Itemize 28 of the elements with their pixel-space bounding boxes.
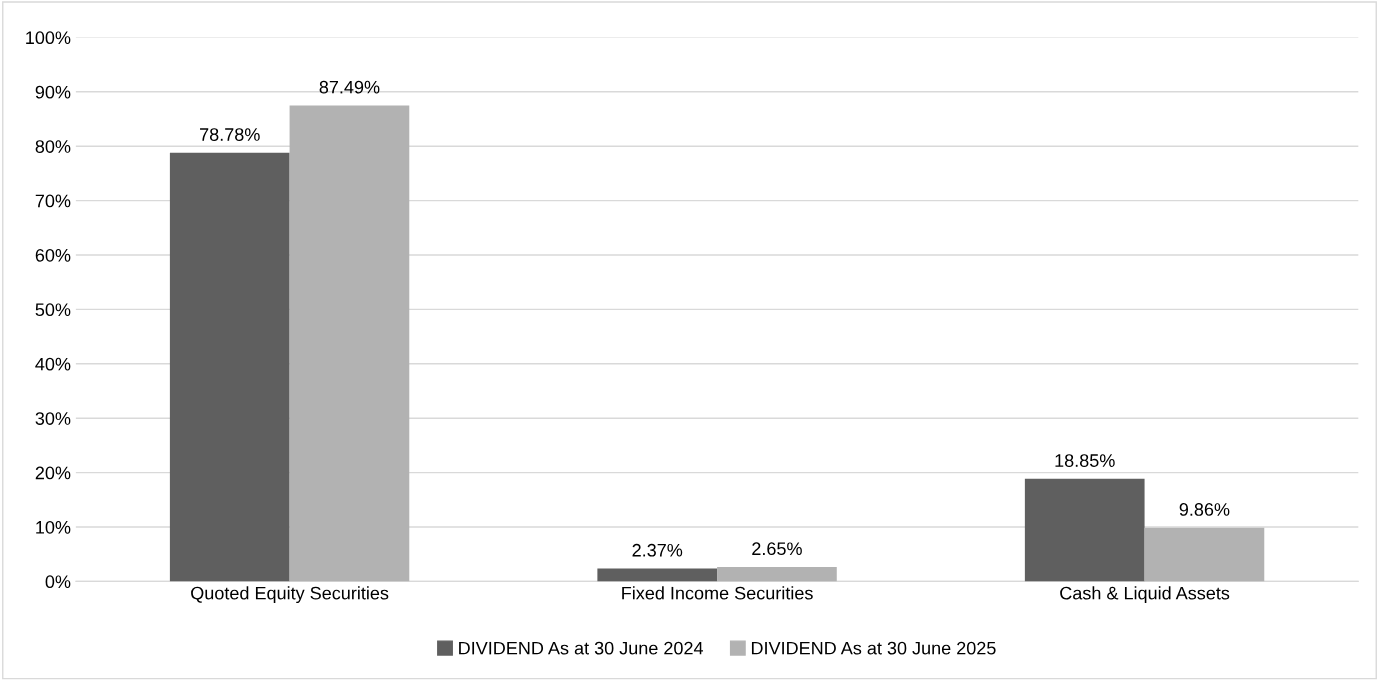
bar xyxy=(289,105,410,582)
y-tick-label: 80% xyxy=(35,140,71,153)
y-tick-label: 30% xyxy=(35,412,71,425)
data-label: 78.78% xyxy=(200,128,260,141)
bar xyxy=(1024,478,1145,582)
x-tick-label: Cash & Liquid Assets xyxy=(1060,586,1230,604)
y-tick-label: 50% xyxy=(35,303,71,317)
data-label: 9.86% xyxy=(1179,503,1230,516)
y-tick-label: 90% xyxy=(35,85,71,99)
y-tick-label: 10% xyxy=(36,520,71,534)
bar xyxy=(597,568,718,582)
x-tick-label: Quoted Equity Securities xyxy=(191,586,389,604)
x-tick-label: Fixed Income Securities xyxy=(622,586,813,600)
y-tick-label: 20% xyxy=(35,466,71,480)
y-tick-label: 40% xyxy=(35,357,71,371)
bar xyxy=(169,152,290,582)
bar xyxy=(717,566,837,582)
data-label: 87.49% xyxy=(319,80,380,94)
y-tick-label: 0% xyxy=(45,575,71,589)
y-tick-label: 60% xyxy=(35,248,71,262)
data-label: 18.85% xyxy=(1055,454,1115,467)
data-label: 2.37% xyxy=(632,543,683,557)
data-label: 2.65% xyxy=(752,542,802,556)
legend-label: DIVIDEND As at 30 June 2024 xyxy=(459,641,704,655)
y-tick-label: 100% xyxy=(26,31,71,45)
bar xyxy=(1144,527,1265,582)
legend-label: DIVIDEND As at 30 June 2025 xyxy=(751,641,996,655)
y-tick-label: 70% xyxy=(35,194,71,208)
